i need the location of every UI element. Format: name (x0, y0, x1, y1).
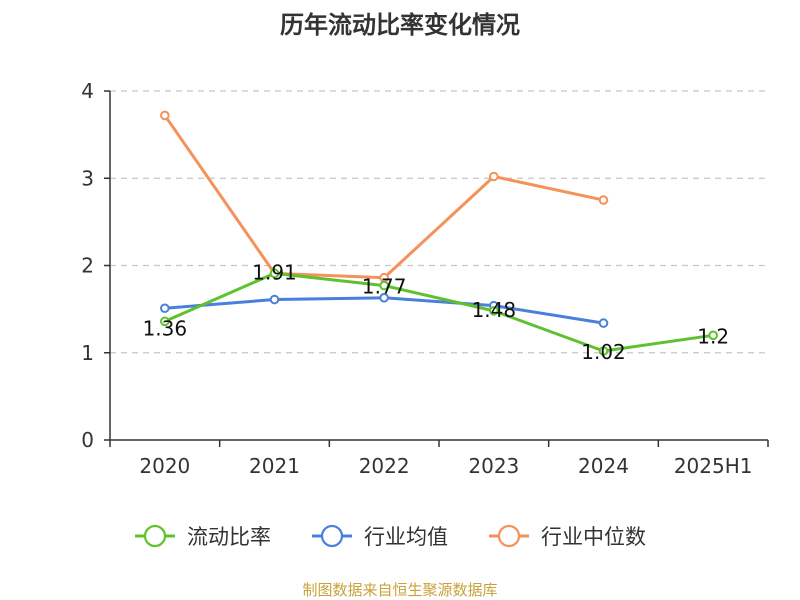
legend-item[interactable]: 流动比率 (135, 524, 271, 549)
series-lines (160, 110, 718, 356)
x-tick-label: 2021 (249, 454, 300, 478)
source-note: 制图数据来自恒生聚源数据库 (302, 581, 497, 599)
legend-label: 流动比率 (187, 525, 271, 549)
legend-label: 行业均值 (364, 525, 448, 549)
series-2 (160, 110, 609, 283)
x-tick-label: 2022 (359, 454, 410, 478)
data-point[interactable] (708, 330, 718, 341)
axes: 0 1 2 3 4 2020 2021 2022 2023 2024 2025H1 (81, 79, 769, 478)
data-label: 1.48 (472, 298, 517, 322)
data-label: 1.77 (362, 275, 407, 299)
x-tick-label: 2023 (468, 454, 519, 478)
data-label: 1.02 (581, 340, 626, 364)
legend-label: 行业中位数 (541, 525, 646, 549)
data-point[interactable] (598, 346, 609, 356)
y-tick-label: 2 (81, 254, 94, 278)
series-0 (160, 268, 718, 356)
data-point[interactable] (269, 294, 280, 305)
series-1 (160, 292, 609, 328)
data-label: 1.91 (252, 260, 297, 284)
data-labels: 1.36 1.91 1.77 1.48 1.02 1.2 (143, 260, 730, 364)
grid-lines (110, 90, 768, 354)
x-tick-label: 2024 (578, 454, 629, 478)
x-tick-label: 2025H1 (674, 454, 753, 478)
y-tick-label: 1 (81, 341, 94, 365)
data-point[interactable] (598, 195, 609, 205)
data-point[interactable] (160, 316, 170, 327)
legend-item[interactable]: 行业中位数 (489, 524, 646, 549)
legend-marker (320, 524, 344, 548)
data-point[interactable] (489, 171, 499, 182)
data-point[interactable] (379, 292, 389, 303)
series-line (163, 114, 604, 280)
x-tick-label: 2020 (139, 454, 190, 478)
legend-item[interactable]: 行业均值 (312, 524, 448, 549)
data-label: 1.36 (143, 316, 188, 340)
y-tick-label: 4 (81, 79, 94, 103)
legend: 流动比率 行业均值 行业中位数 (135, 524, 646, 549)
y-tick-label: 0 (81, 428, 94, 452)
series-line (164, 271, 714, 353)
chart-title: 历年流动比率变化情况 (280, 11, 520, 39)
legend-marker (143, 524, 167, 548)
legend-marker (497, 524, 521, 548)
data-point[interactable] (160, 303, 170, 314)
y-tick-label: 3 (81, 166, 94, 190)
data-point[interactable] (489, 306, 499, 316)
data-point[interactable] (160, 110, 170, 121)
data-label: 1.2 (697, 324, 729, 348)
data-point[interactable] (598, 318, 609, 328)
data-point[interactable] (379, 280, 389, 291)
data-point[interactable] (269, 268, 280, 279)
